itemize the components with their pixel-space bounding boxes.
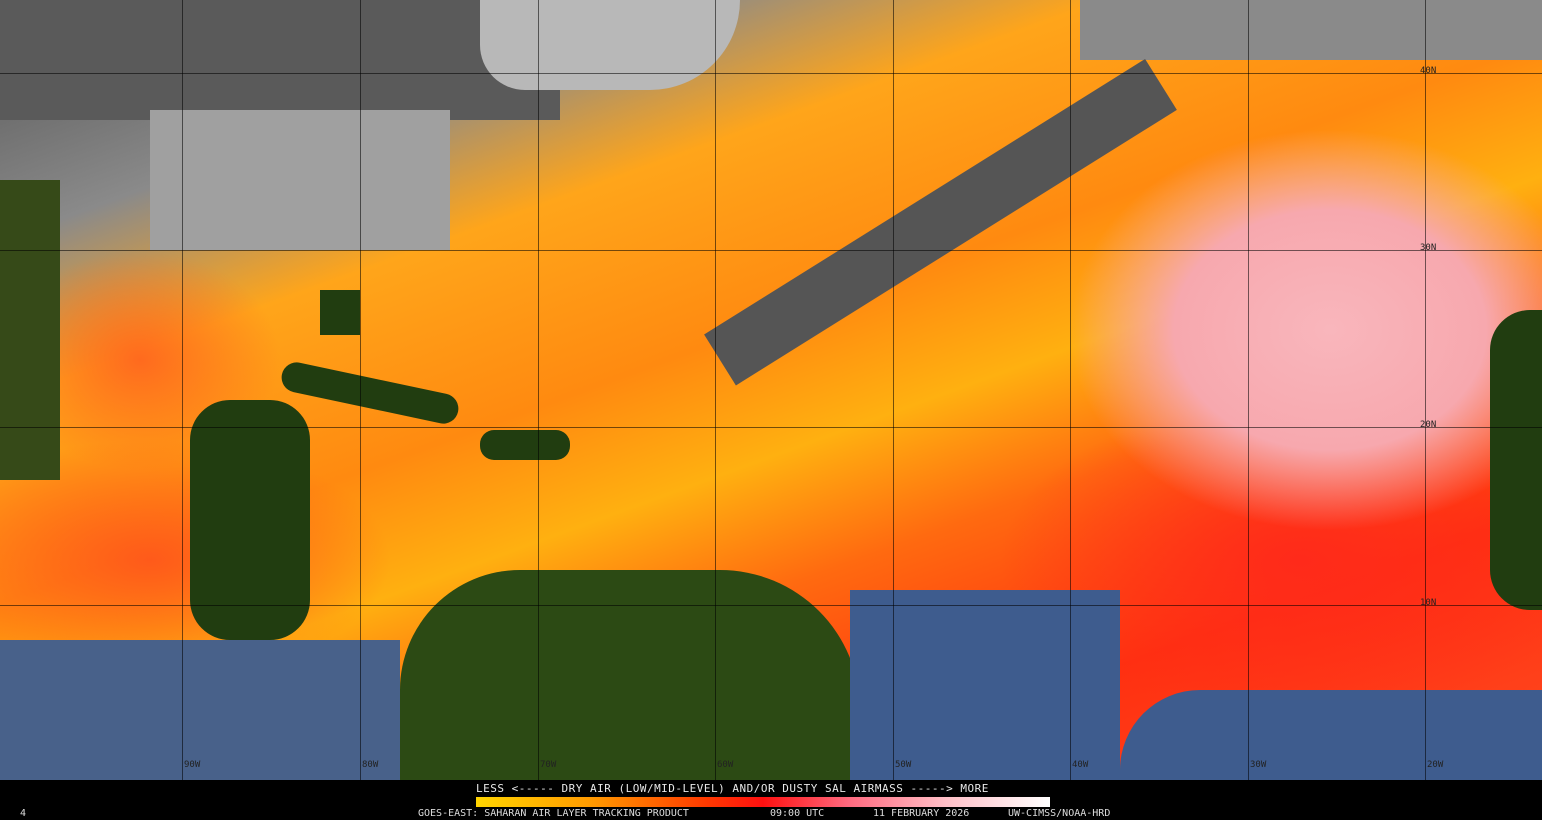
- meridian-70w: [538, 0, 539, 780]
- legend: LESS <----- DRY AIR (LOW/MID-LEVEL) AND/…: [0, 780, 1542, 820]
- pacific-moist-air: [0, 640, 400, 780]
- meridian-40w: [1070, 0, 1071, 780]
- lon-label: 60W: [717, 760, 734, 770]
- legend-title: LESS <----- DRY AIR (LOW/MID-LEVEL) AND/…: [476, 782, 989, 795]
- lon-label: 40W: [1072, 760, 1089, 770]
- cuba-land: [278, 359, 462, 427]
- itcz-moist-air: [1120, 690, 1542, 780]
- lon-label: 70W: [540, 760, 557, 770]
- lon-label: 20W: [1427, 760, 1444, 770]
- color-scale-bar: [476, 797, 1050, 807]
- product-name: GOES-EAST: SAHARAN AIR LAYER TRACKING PR…: [418, 808, 689, 819]
- meridian-50w: [893, 0, 894, 780]
- meridian-80w: [360, 0, 361, 780]
- parallel-10n: [0, 605, 1542, 606]
- southeast-us-clouds: [150, 110, 450, 250]
- cloud-band: [704, 59, 1177, 386]
- north-america-land-night: [0, 0, 560, 120]
- south-america-land: [400, 570, 860, 780]
- corner-number: 4: [20, 808, 27, 819]
- lon-label: 90W: [184, 760, 201, 770]
- hispaniola-land: [480, 430, 570, 460]
- africa-land: [1490, 310, 1542, 610]
- meridian-90w: [182, 0, 183, 780]
- credit: UW-CIMSS/NOAA-HRD: [1008, 808, 1111, 819]
- north-cloud-mass: [480, 0, 740, 90]
- lat-label: 10N: [1420, 598, 1437, 608]
- meridian-30w: [1248, 0, 1249, 780]
- date: 11 FEBRUARY 2026: [873, 808, 970, 819]
- time: 09:00 UTC: [770, 808, 825, 819]
- parallel-40n: [0, 73, 1542, 74]
- lat-label: 40N: [1420, 66, 1437, 76]
- parallel-30n: [0, 250, 1542, 251]
- mexico-land: [0, 180, 60, 480]
- meridian-20w: [1425, 0, 1426, 780]
- lat-label: 30N: [1420, 243, 1437, 253]
- central-america-land: [190, 400, 310, 640]
- atlantic-moist-air: [850, 590, 1120, 780]
- lat-label: 20N: [1420, 420, 1437, 430]
- meridian-60w: [715, 0, 716, 780]
- parallel-20n: [0, 427, 1542, 428]
- lon-label: 50W: [895, 760, 912, 770]
- northeast-clouds: [1080, 0, 1542, 60]
- lon-label: 30W: [1250, 760, 1267, 770]
- florida-land: [320, 290, 360, 335]
- lon-label: 80W: [362, 760, 379, 770]
- satellite-map: 40N 30N 20N 10N 90W 80W 70W 60W 50W 40W …: [0, 0, 1542, 780]
